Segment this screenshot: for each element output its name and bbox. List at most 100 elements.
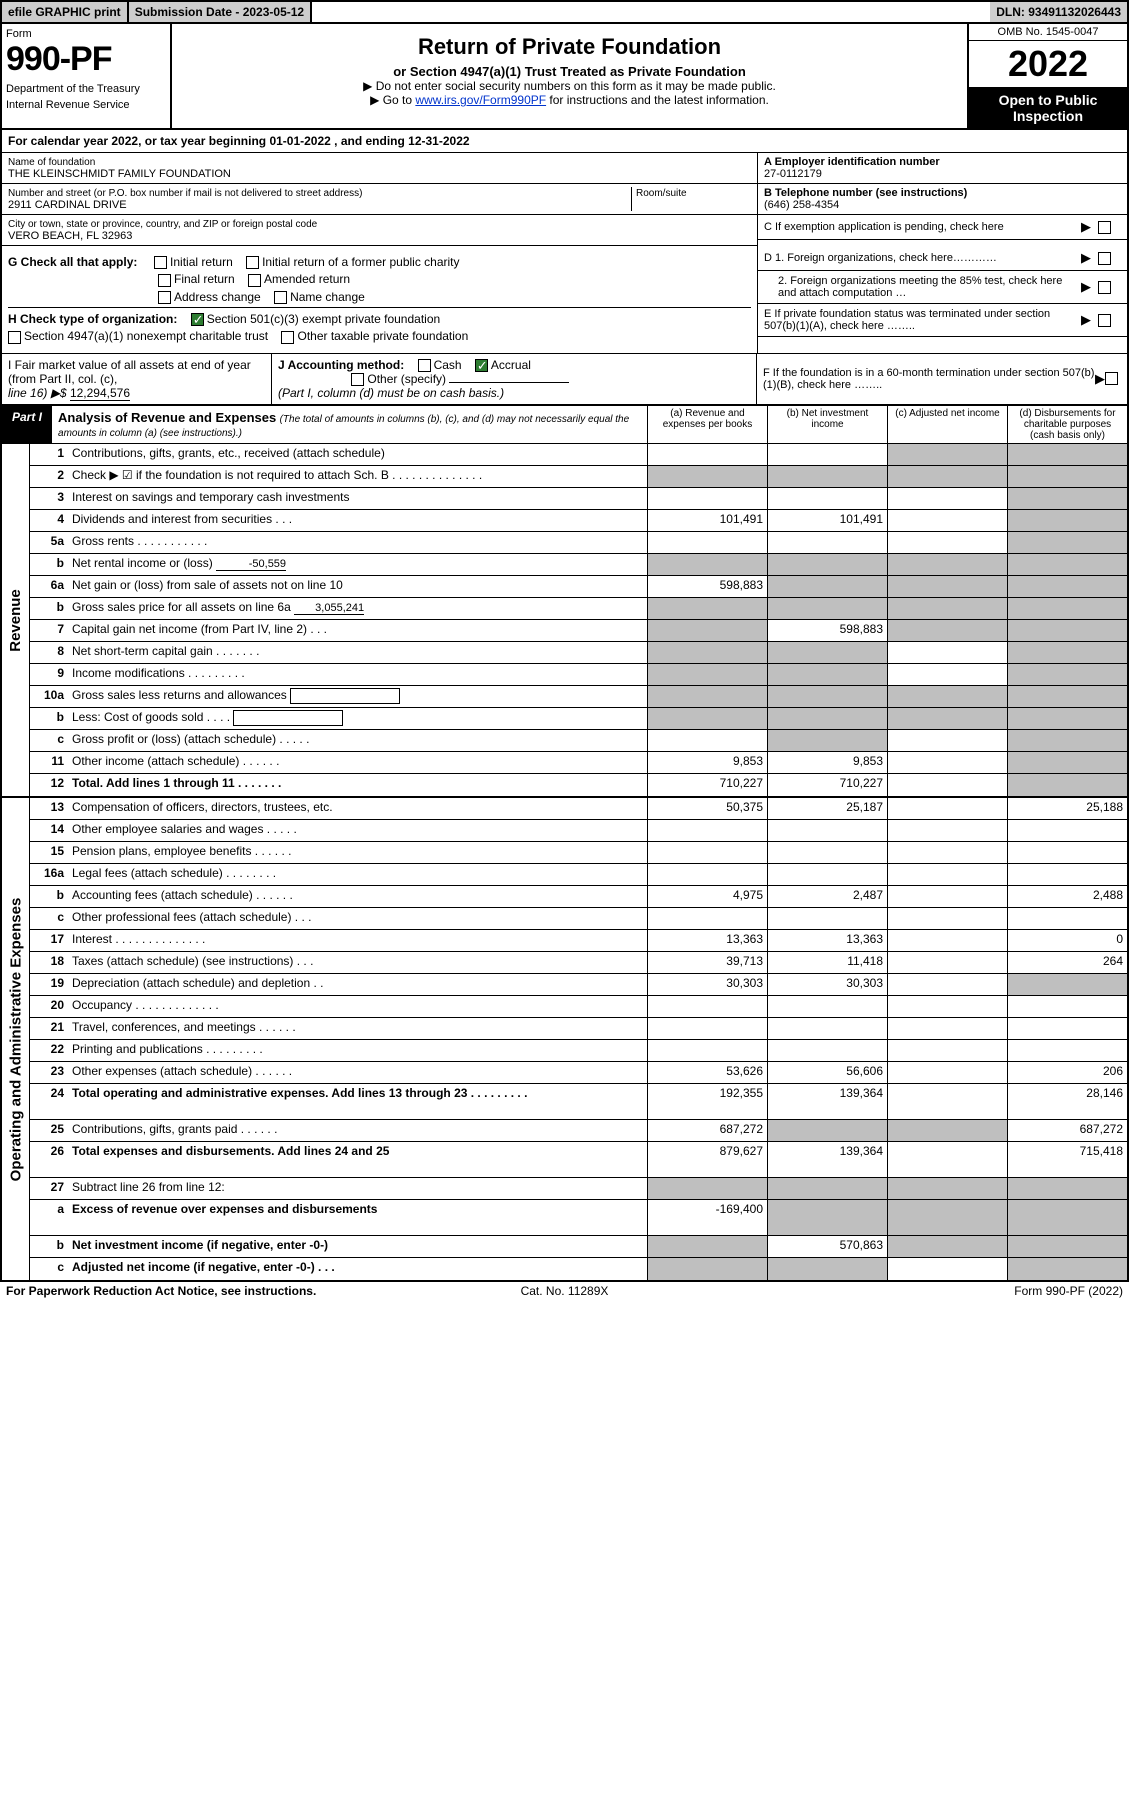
cell-value [767, 1040, 887, 1061]
c-pending-label: C If exemption application is pending, c… [764, 221, 1081, 233]
line-number: c [30, 1258, 68, 1280]
cell-value [647, 1040, 767, 1061]
c-checkbox[interactable] [1098, 221, 1111, 234]
cell-value [1007, 642, 1127, 663]
line-description: Excess of revenue over expenses and disb… [68, 1200, 647, 1235]
cell-value: -169,400 [647, 1200, 767, 1235]
cb-501c3[interactable] [191, 313, 204, 326]
cell-value [647, 1236, 767, 1257]
cb-d1[interactable] [1098, 252, 1111, 265]
cell-value [1007, 820, 1127, 841]
city-label: City or town, state or province, country… [8, 219, 317, 230]
omb-number: OMB No. 1545-0047 [969, 24, 1127, 41]
opt-final: Final return [174, 272, 235, 286]
cell-value [1007, 774, 1127, 796]
cell-value [767, 1258, 887, 1280]
e-label: E If private foundation status was termi… [764, 308, 1081, 332]
cb-other-taxable[interactable] [281, 331, 294, 344]
cell-value: 9,853 [767, 752, 887, 773]
cell-value [647, 1258, 767, 1280]
cb-f[interactable] [1105, 372, 1118, 385]
cb-address-change[interactable] [158, 291, 171, 304]
line-number: 15 [30, 842, 68, 863]
line-number: 21 [30, 1018, 68, 1039]
cell-value [887, 1258, 1007, 1280]
cb-final-return[interactable] [158, 274, 171, 287]
footer-formno: Form 990-PF (2022) [751, 1284, 1123, 1298]
line-description: Interest . . . . . . . . . . . . . . [68, 930, 647, 951]
cell-value [767, 554, 887, 575]
dept-treasury: Department of the Treasury [6, 83, 166, 95]
cell-value [647, 444, 767, 465]
ein-label: A Employer identification number [764, 156, 940, 168]
cell-value [887, 952, 1007, 973]
line-description: Subtract line 26 from line 12: [68, 1178, 647, 1199]
cell-value [887, 1040, 1007, 1061]
line-number: 11 [30, 752, 68, 773]
cb-4947[interactable] [8, 331, 21, 344]
cell-value [767, 820, 887, 841]
cell-value: 0 [1007, 930, 1127, 951]
cell-value [767, 532, 887, 553]
line-number: 23 [30, 1062, 68, 1083]
cell-value [887, 576, 1007, 597]
cb-other-method[interactable] [351, 373, 364, 386]
cell-value [767, 444, 887, 465]
cell-value: 13,363 [767, 930, 887, 951]
line-description: Less: Cost of goods sold . . . . [68, 708, 647, 729]
cb-initial-former[interactable] [246, 256, 259, 269]
cb-name-change[interactable] [274, 291, 287, 304]
cell-value: 715,418 [1007, 1142, 1127, 1177]
line-number: 3 [30, 488, 68, 509]
cell-value: 56,606 [767, 1062, 887, 1083]
cell-value [767, 466, 887, 487]
d1-label: D 1. Foreign organizations, check here……… [764, 252, 1081, 264]
cell-value [887, 886, 1007, 907]
cell-value: 687,272 [1007, 1120, 1127, 1141]
cell-value [887, 864, 1007, 885]
cell-value [1007, 996, 1127, 1017]
irs-link[interactable]: www.irs.gov/Form990PF [415, 93, 546, 107]
phone-label: B Telephone number (see instructions) [764, 187, 967, 199]
addr-label: Number and street (or P.O. box number if… [8, 188, 362, 199]
cb-cash[interactable] [418, 359, 431, 372]
cell-value: 2,487 [767, 886, 887, 907]
ssn-note: ▶ Do not enter social security numbers o… [178, 79, 961, 93]
cell-value [1007, 664, 1127, 685]
cell-value: 25,188 [1007, 798, 1127, 819]
cell-value [1007, 1258, 1127, 1280]
line-description: Net investment income (if negative, ente… [68, 1236, 647, 1257]
cb-accrual[interactable] [475, 359, 488, 372]
cell-value [1007, 598, 1127, 619]
line-number: 26 [30, 1142, 68, 1177]
cb-e[interactable] [1098, 314, 1111, 327]
cell-value [767, 576, 887, 597]
cell-value [887, 996, 1007, 1017]
line-number: b [30, 886, 68, 907]
line-number: 22 [30, 1040, 68, 1061]
cb-amended[interactable] [248, 274, 261, 287]
line-description: Travel, conferences, and meetings . . . … [68, 1018, 647, 1039]
cell-value [1007, 974, 1127, 995]
g-label: G Check all that apply: [8, 255, 137, 269]
cell-value [887, 444, 1007, 465]
line-description: Other professional fees (attach schedule… [68, 908, 647, 929]
cell-value: 4,975 [647, 886, 767, 907]
opt-amended: Amended return [264, 272, 350, 286]
cell-value [887, 466, 1007, 487]
arrow-icon: ▶ [1095, 371, 1105, 387]
cell-value [647, 488, 767, 509]
cell-value [647, 730, 767, 751]
cell-value [647, 842, 767, 863]
line-number: c [30, 908, 68, 929]
cell-value [1007, 620, 1127, 641]
cell-value: 139,364 [767, 1084, 887, 1119]
dept-irs: Internal Revenue Service [6, 99, 166, 111]
cell-value: 101,491 [767, 510, 887, 531]
cell-value [767, 1200, 887, 1235]
cb-initial-return[interactable] [154, 256, 167, 269]
cell-value: 687,272 [647, 1120, 767, 1141]
cb-d2[interactable] [1098, 281, 1111, 294]
opt-addrchange: Address change [174, 290, 261, 304]
cell-value [887, 1178, 1007, 1199]
